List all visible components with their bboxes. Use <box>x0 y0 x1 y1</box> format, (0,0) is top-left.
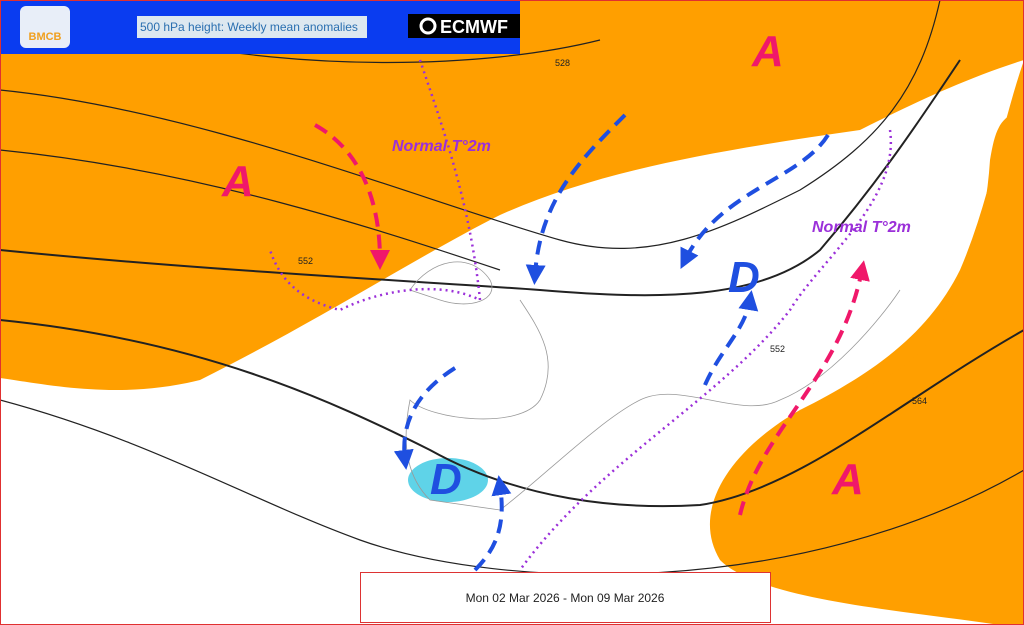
anticyclone-label: A <box>751 27 784 76</box>
title-box <box>137 16 367 38</box>
isotherms <box>268 59 893 571</box>
cold-advection-arrow <box>473 475 512 572</box>
isotherm <box>268 59 482 312</box>
brand-icon <box>419 17 437 35</box>
anticyclone-label: A <box>221 157 254 206</box>
cold-advection-arrow <box>393 366 457 470</box>
warm-advection-arrow <box>314 123 390 270</box>
coastline <box>405 261 901 511</box>
contour <box>0 149 501 271</box>
cold-advection-arrow <box>525 113 627 285</box>
isotherm-label: Normal T°2m <box>392 138 491 155</box>
depression-label: D <box>728 253 760 302</box>
logo-box <box>20 6 70 48</box>
contour-label: 564 <box>912 396 927 406</box>
contour-label: 552 <box>298 256 313 266</box>
footer-box <box>360 572 771 623</box>
contour <box>0 399 1024 576</box>
flow-arrows <box>314 113 870 572</box>
contour <box>0 59 961 297</box>
coastlines <box>405 261 901 511</box>
logo-text: BMCB <box>29 31 62 43</box>
map-title: 500 hPa height: Weekly mean anomalies <box>140 20 358 34</box>
warm-advection-arrow <box>738 260 870 516</box>
positive-anomaly <box>709 60 1024 625</box>
brand-text: ECMWF <box>440 17 508 37</box>
positive-anomaly <box>0 0 1024 391</box>
contour-label: 528 <box>555 58 570 68</box>
cold-advection-arrow <box>703 290 759 386</box>
date-range: Mon 02 Mar 2026 - Mon 09 Mar 2026 <box>466 591 665 605</box>
anticyclone-label: A <box>831 455 864 504</box>
depression-label: D <box>430 455 462 504</box>
isotherm-label: Normal T°2m <box>812 219 911 236</box>
positive-anomaly <box>800 110 1024 410</box>
contour-label: 552 <box>770 344 785 354</box>
cold-advection-arrow <box>680 133 830 269</box>
contour <box>0 319 1024 508</box>
isotherm <box>518 129 893 571</box>
contour <box>0 0 941 249</box>
